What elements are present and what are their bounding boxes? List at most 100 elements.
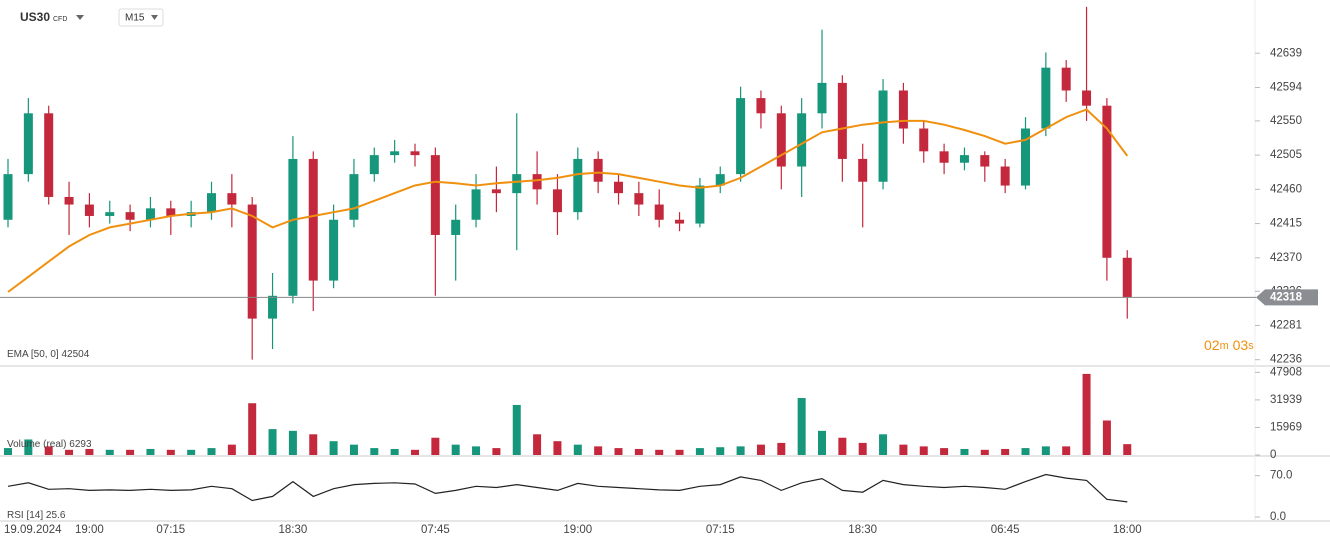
candle-body (23, 113, 33, 175)
candle-body (471, 189, 481, 220)
volume-bar (512, 404, 521, 455)
candle-body (573, 158, 583, 213)
x-tick-label: 19.09.2024 (4, 524, 62, 536)
volume-bar (655, 449, 664, 455)
volume-name: Volume (7, 439, 41, 450)
volume-bar (533, 434, 542, 455)
volume-bar (288, 430, 297, 455)
volume-bar (390, 448, 399, 455)
instrument-type: CFD (53, 16, 67, 23)
volume-bar (126, 449, 135, 455)
candle-body (797, 113, 807, 167)
volume-bar (960, 448, 969, 455)
volume-bar (370, 448, 379, 455)
y-tick-label: 42594 (1270, 81, 1303, 93)
candle-body (390, 151, 400, 156)
volume-bar (146, 448, 155, 455)
candle-body (532, 174, 542, 190)
volume-bar (431, 437, 440, 455)
y-tick-label: 42281 (1270, 319, 1302, 331)
candle-body (410, 151, 420, 156)
candle-body (349, 174, 359, 220)
volume-bar (1123, 444, 1132, 455)
candle-body (634, 193, 644, 205)
volume-bar (309, 434, 318, 455)
countdown-minutes: 02 (1204, 337, 1220, 353)
volume-bar (899, 444, 908, 455)
rsi-value: 25.6 (46, 510, 66, 521)
candle-body (308, 158, 318, 281)
volume-bar (65, 449, 74, 455)
volume-bar (24, 439, 33, 455)
candle-body (695, 185, 705, 224)
volume-bar (166, 449, 175, 455)
candle-body (919, 128, 929, 152)
candle-body (1000, 166, 1010, 186)
candle-body (776, 113, 786, 167)
timeframe[interactable]: M15 (125, 13, 145, 24)
candle-body (329, 219, 339, 281)
volume-bar (1062, 446, 1071, 455)
last-price-label: 42318 (1270, 291, 1303, 303)
candle-body (1102, 105, 1112, 258)
volume-bar (716, 447, 725, 455)
volume-bar (919, 446, 928, 455)
candle-body (1041, 67, 1051, 129)
timeframe-box[interactable] (118, 8, 164, 27)
candle-body (756, 98, 766, 114)
volume-bar (736, 446, 745, 455)
candle-body (858, 158, 868, 182)
candle-body (736, 98, 746, 175)
x-tick-label: 07:15 (156, 524, 185, 536)
symbol[interactable]: US30 (20, 10, 50, 24)
timeframe-dropdown[interactable] (151, 15, 158, 20)
candle-body (105, 212, 115, 216)
candle-body (3, 174, 13, 220)
x-tick-label: 06:45 (991, 524, 1020, 536)
rsi-legend: RSI [14] 25.6 (7, 510, 66, 521)
volume-params: (real) (43, 439, 66, 450)
volume-bar (940, 448, 949, 455)
x-tick-label: 18:30 (848, 524, 877, 536)
y-tick-label: 42639 (1270, 47, 1302, 59)
volume-bar (4, 448, 12, 455)
candle-body (247, 204, 257, 319)
y-tick-label: 42505 (1270, 149, 1302, 161)
candle-body (1122, 257, 1132, 298)
x-tick-label: 19:00 (75, 524, 104, 536)
candle-body (1082, 90, 1092, 106)
x-tick-label: 19:00 (563, 524, 592, 536)
volume-bar (329, 441, 338, 455)
candle-body (125, 212, 135, 220)
volume-bar (44, 446, 53, 455)
candle-body (614, 181, 623, 194)
y-tick-label: 15969 (1270, 421, 1302, 433)
volume-bar (858, 442, 867, 455)
volume-bar (187, 449, 196, 455)
candle-body (817, 82, 827, 114)
volume-bar (105, 449, 114, 455)
symbol-dropdown[interactable] (76, 15, 84, 20)
x-tick-label: 07:45 (421, 524, 450, 536)
volume-bar (268, 429, 277, 455)
volume-bar (1082, 373, 1091, 455)
volume-bar (349, 444, 358, 455)
volume-bar (756, 444, 765, 455)
volume-bar (573, 444, 582, 455)
volume-bar (1021, 448, 1030, 455)
volume-bar (879, 434, 888, 455)
candle-body (675, 219, 685, 224)
rsi-line (7, 473, 1128, 503)
volume-legend: Volume (real) 6293 (7, 439, 92, 450)
volume-bar (85, 448, 94, 455)
candle-body (64, 196, 74, 205)
volume-bar (838, 437, 847, 455)
volume-bar (695, 448, 704, 455)
candle-body (430, 155, 440, 235)
volume-bar (614, 448, 623, 455)
y-tick-label: 0 (1270, 449, 1276, 461)
candle-body (654, 204, 664, 220)
candle-body (1061, 67, 1071, 91)
y-tick-label: 42550 (1270, 115, 1302, 127)
